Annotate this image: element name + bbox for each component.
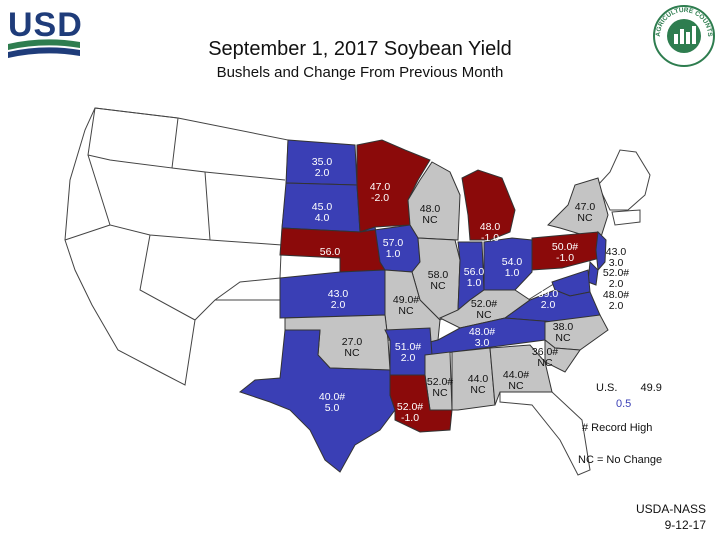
state-yield-pa: 50.0#: [552, 241, 578, 253]
state-yield-oh: 54.0: [502, 256, 523, 268]
state-yield-ar: 51.0#: [395, 341, 421, 353]
state-change-ky: NC: [476, 309, 492, 321]
state-change-sd: 4.0: [315, 212, 330, 224]
state-yield-md: 48.0#: [603, 289, 629, 301]
legend-no-change: NC = No Change: [578, 454, 663, 466]
us-summary-change: 0.5: [616, 398, 632, 410]
state-change-la: -1.0: [401, 412, 419, 424]
state-ny: [547, 177, 609, 241]
state-change-ok: NC: [344, 347, 360, 359]
state-yield-ne: 56.0: [320, 246, 341, 258]
state-yield-mi: 48.0: [480, 221, 501, 233]
state-yield-wi: 48.0: [420, 203, 441, 215]
state-change-tn: 3.0: [475, 337, 490, 349]
page-subtitle: Bushels and Change From Previous Month: [216, 64, 504, 81]
state-labels: 35.02.045.04.047.0-2.048.0NC48.0-1.047.0…: [312, 156, 630, 424]
usda-logo: USDA: [8, 6, 82, 58]
state-yield-nj: 43.0: [606, 246, 627, 258]
state-change-ms: NC: [432, 387, 448, 399]
state-change-nc: NC: [555, 332, 571, 344]
state-al: [451, 347, 496, 411]
state-yield-sd: 45.0: [312, 201, 333, 213]
state-change-md: 2.0: [609, 300, 624, 312]
state-change-va: 2.0: [541, 299, 556, 311]
state-change-mi: -1.0: [481, 232, 499, 244]
state-change-de: 2.0: [609, 278, 624, 290]
state-yield-ms: 52.0#: [427, 376, 453, 388]
state-change-ia: 1.0: [386, 248, 401, 260]
us-summary-label: U.S.: [596, 382, 618, 394]
state-yield-nd: 35.0: [312, 156, 333, 168]
state-yield-al: 44.0: [468, 373, 489, 385]
page-title: September 1, 2017 Soybean Yield: [208, 38, 512, 60]
state-change-ne: -2.0: [321, 257, 339, 269]
state-change-mn: -2.0: [371, 192, 389, 204]
state-yield-de: 52.0#: [603, 267, 629, 279]
state-yield-ky: 52.0#: [471, 298, 497, 310]
state-change-nj: 3.0: [609, 257, 624, 269]
state-change-al: NC: [470, 384, 486, 396]
footer-source: USDA-NASS: [635, 502, 706, 516]
us-summary: U.S. 49.9: [596, 382, 706, 394]
state-change-ks: 2.0: [331, 299, 346, 311]
state-ga: [489, 344, 553, 406]
legend-record-high: # Record High: [582, 422, 653, 434]
state-yield-ia: 57.0: [383, 237, 404, 249]
agriculture-counts-logo: AGRICULTURE COUNTS: [653, 5, 715, 67]
state-change-nd: 2.0: [315, 167, 330, 179]
state-change-pa: -1.0: [556, 252, 574, 264]
state-change-wi: NC: [422, 214, 438, 226]
state-yield-mn: 47.0: [370, 181, 391, 193]
state-yield-ks: 43.0: [328, 288, 349, 300]
state-yield-nc: 38.0: [553, 321, 574, 333]
state-yield-mo: 49.0#: [393, 294, 419, 306]
state-change-ny: NC: [577, 212, 593, 224]
us-summary-yield: 49.9: [640, 382, 662, 394]
state-sc: [544, 338, 581, 373]
usda-logo-text: USDA: [8, 6, 82, 44]
state-yield-ok: 27.0: [342, 336, 363, 348]
state-change-mo: NC: [398, 305, 414, 317]
state-change-ga: NC: [508, 380, 524, 392]
state-change-il: NC: [430, 280, 446, 292]
state-nj: [595, 230, 607, 272]
state-yield-la: 52.0#: [397, 401, 423, 413]
state-change-oh: 1.0: [505, 267, 520, 279]
state-yield-tn: 48.0#: [469, 326, 495, 338]
state-yield-va: 39.0: [538, 288, 559, 300]
state-yield-ga: 44.0#: [503, 369, 529, 381]
state-change-ar: 2.0: [401, 352, 416, 364]
state-tx: [238, 329, 396, 473]
state-change-sc: NC: [537, 357, 553, 369]
state-yield-il: 58.0: [428, 269, 449, 281]
footer-date: 9-12-17: [664, 518, 706, 532]
state-yield-sc: 36.0#: [532, 346, 558, 358]
state-yield-ny: 47.0: [575, 201, 596, 213]
state-yield-tx: 40.0#: [319, 391, 345, 403]
survey-states: [238, 139, 609, 473]
state-change-tx: 5.0: [325, 402, 340, 414]
state-mi: [461, 169, 516, 241]
state-change-in: 1.0: [467, 277, 482, 289]
state-yield-in: 56.0: [464, 266, 485, 278]
state-la: [389, 374, 453, 433]
